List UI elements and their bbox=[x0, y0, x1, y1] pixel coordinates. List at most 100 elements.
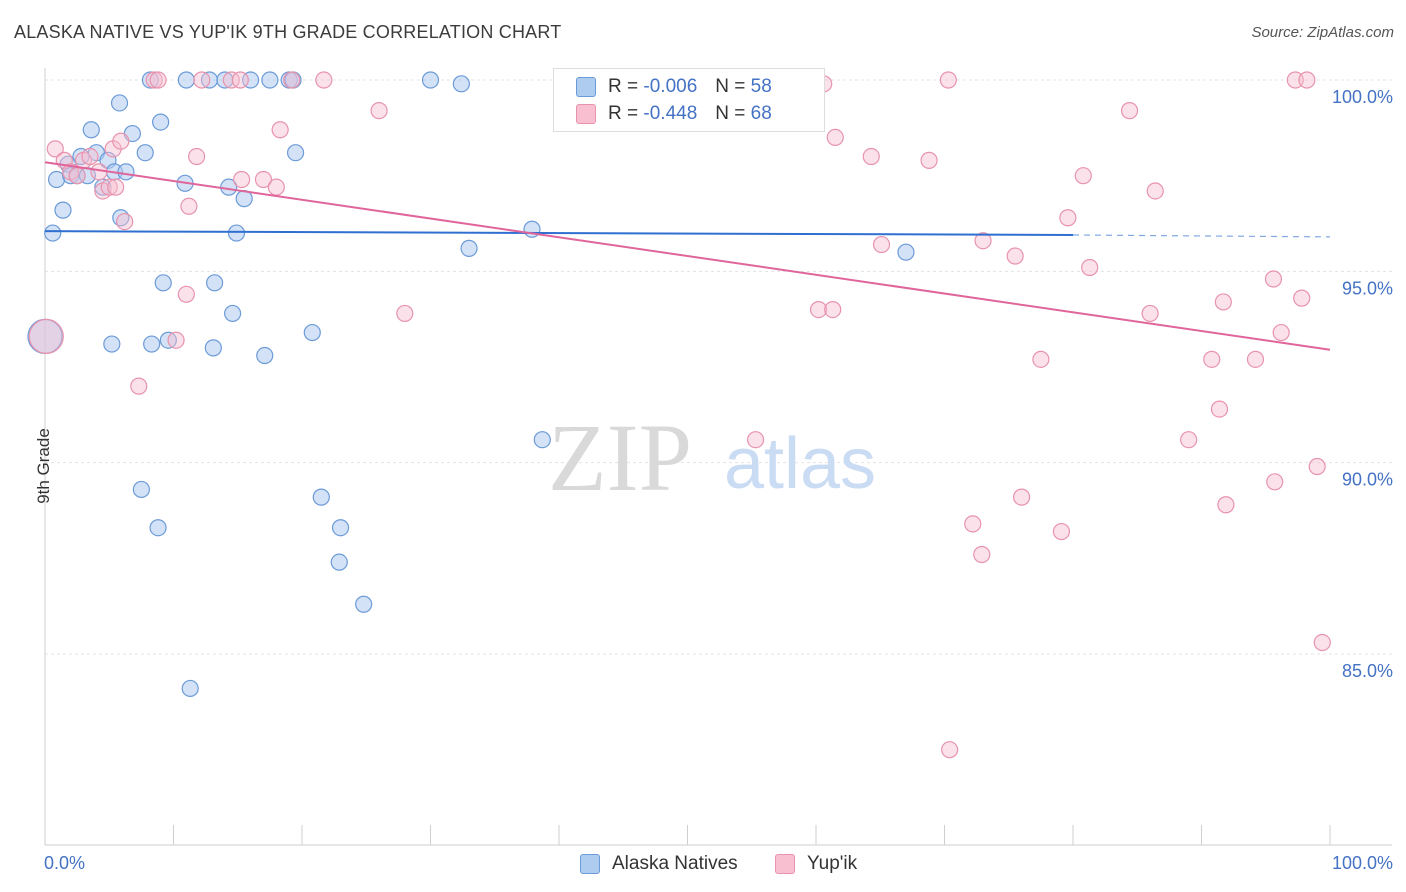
trend-line-alaska-natives-extension bbox=[1072, 234, 1331, 238]
point-alaska-natives bbox=[47, 170, 66, 189]
point-yupik bbox=[28, 318, 64, 354]
y-tick-labels: 85.0% 90.0% 95.0% 100.0% bbox=[1332, 87, 1393, 681]
point-alaska-natives bbox=[460, 239, 478, 257]
point-yupik bbox=[68, 167, 86, 185]
point-yupik bbox=[112, 132, 130, 150]
point-yupik bbox=[824, 301, 842, 319]
point-yupik bbox=[107, 178, 125, 196]
legend-r-label: R = bbox=[608, 76, 639, 97]
x-tick-label: 0.0% bbox=[44, 853, 85, 873]
point-alaska-natives bbox=[177, 71, 195, 89]
point-alaska-natives bbox=[312, 488, 330, 506]
point-alaska-natives bbox=[82, 121, 100, 139]
point-alaska-natives bbox=[54, 201, 72, 219]
watermark: ZIP atlas bbox=[548, 404, 876, 511]
y-axis-label: 9th Grade bbox=[33, 428, 53, 504]
point-alaska-natives bbox=[224, 304, 242, 323]
point-alaska-natives bbox=[533, 431, 551, 449]
point-yupik bbox=[1120, 102, 1139, 120]
point-alaska-natives bbox=[256, 346, 274, 365]
bottom-legend-swatch-alaska-natives bbox=[580, 854, 600, 874]
point-yupik bbox=[1217, 496, 1235, 514]
point-alaska-natives bbox=[143, 335, 161, 353]
point-yupik bbox=[1059, 209, 1077, 227]
point-yupik bbox=[188, 147, 206, 166]
point-yupik bbox=[920, 151, 938, 169]
point-alaska-natives bbox=[261, 71, 279, 89]
point-yupik bbox=[973, 545, 991, 564]
y-tick-label: 95.0% bbox=[1342, 278, 1393, 298]
legend-r-value: -0.006 bbox=[643, 76, 698, 97]
point-alaska-natives bbox=[452, 75, 470, 93]
point-yupik bbox=[1214, 293, 1232, 311]
point-yupik bbox=[193, 71, 211, 89]
grid-lines bbox=[45, 79, 1392, 655]
point-yupik bbox=[1313, 633, 1331, 652]
point-yupik bbox=[370, 102, 388, 120]
point-alaska-natives bbox=[103, 335, 121, 353]
point-yupik bbox=[872, 235, 891, 254]
legend-swatch-alaska-natives bbox=[576, 77, 596, 97]
point-yupik bbox=[826, 128, 844, 146]
point-yupik bbox=[1210, 400, 1229, 418]
point-yupik bbox=[1012, 488, 1031, 506]
point-yupik bbox=[145, 71, 163, 89]
point-yupik bbox=[939, 71, 957, 89]
legend: R = -0.006 N = 58 R = -0.448 N = 68 bbox=[553, 68, 825, 132]
point-yupik bbox=[1246, 350, 1265, 368]
point-yupik bbox=[233, 170, 251, 189]
point-yupik bbox=[271, 121, 289, 139]
legend-row-yupik: R = -0.448 N = 68 bbox=[576, 101, 772, 127]
legend-n-label: N = bbox=[715, 76, 746, 97]
point-alaska-natives bbox=[117, 163, 135, 181]
legend-row-alaska-natives: R = -0.006 N = 58 bbox=[576, 74, 772, 100]
point-alaska-natives bbox=[421, 71, 440, 89]
point-yupik bbox=[1180, 431, 1198, 449]
point-yupik bbox=[130, 377, 148, 395]
trend-lines bbox=[44, 161, 1331, 351]
point-alaska-natives bbox=[132, 480, 150, 499]
trend-line-alaska-natives bbox=[44, 230, 1074, 236]
point-yupik bbox=[1141, 304, 1159, 323]
legend-n-label: N = bbox=[715, 103, 746, 124]
point-yupik bbox=[149, 71, 167, 89]
point-yupik bbox=[315, 71, 333, 89]
watermark-zip: ZIP bbox=[548, 404, 692, 511]
legend-n-value: 68 bbox=[750, 103, 772, 124]
point-yupik bbox=[964, 515, 982, 533]
point-yupik bbox=[283, 71, 301, 89]
point-yupik bbox=[1272, 323, 1290, 342]
bottom-legend-alaska-natives: Alaska Natives bbox=[580, 851, 738, 877]
legend-r-label: R = bbox=[608, 103, 639, 124]
point-yupik bbox=[46, 140, 64, 158]
bottom-legend-swatch-yupik bbox=[775, 854, 795, 874]
point-alaska-natives bbox=[227, 224, 246, 242]
x-tick-labels: 0.0% 100.0% bbox=[44, 853, 1393, 873]
point-alaska-natives bbox=[204, 339, 222, 357]
bottom-legend-yupik: Yup'ik bbox=[775, 851, 857, 877]
point-yupik bbox=[1006, 247, 1024, 265]
point-alaska-natives bbox=[206, 274, 224, 292]
legend-n-value: 58 bbox=[750, 76, 772, 97]
y-tick-label: 90.0% bbox=[1342, 470, 1393, 490]
series-yupik-points bbox=[28, 71, 1331, 759]
point-yupik bbox=[222, 71, 240, 89]
y-tick-label: 85.0% bbox=[1342, 661, 1393, 681]
point-alaska-natives bbox=[330, 553, 348, 571]
point-yupik bbox=[941, 741, 959, 759]
point-alaska-natives bbox=[149, 519, 167, 537]
point-yupik bbox=[1203, 350, 1221, 368]
legend-r-value: -0.448 bbox=[643, 103, 698, 124]
x-tick-label: 100.0% bbox=[1332, 853, 1393, 873]
point-yupik bbox=[100, 178, 118, 196]
point-yupik bbox=[1146, 182, 1164, 200]
bottom-legend-label-alaska-natives: Alaska Natives bbox=[612, 853, 738, 874]
point-yupik bbox=[231, 71, 249, 89]
axes bbox=[44, 68, 1392, 846]
point-yupik bbox=[1293, 289, 1311, 307]
point-alaska-natives bbox=[897, 243, 915, 261]
point-yupik bbox=[1074, 167, 1092, 185]
point-yupik bbox=[1032, 350, 1050, 368]
point-yupik bbox=[267, 178, 285, 196]
bottom-legend-label-yupik: Yup'ik bbox=[807, 853, 858, 874]
